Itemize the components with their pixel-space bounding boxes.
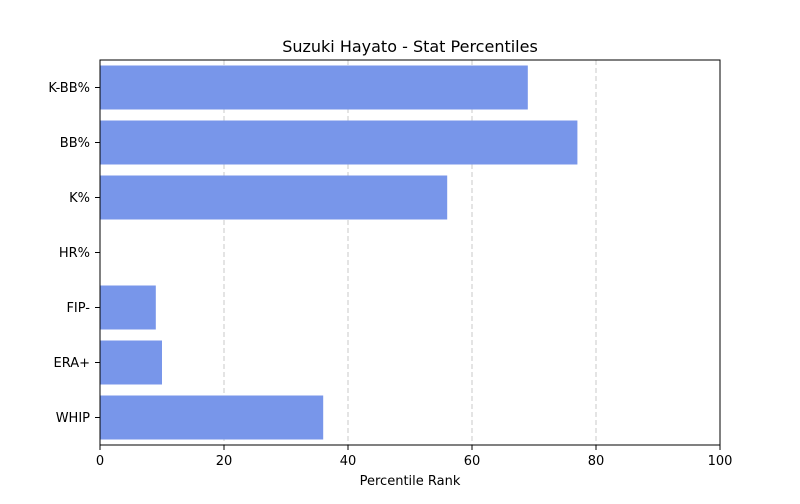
x-tick-label: 60 — [464, 454, 481, 469]
bar — [100, 175, 448, 220]
x-axis-ticks: 0 20 40 60 80 100 — [96, 445, 733, 469]
chart-title: Suzuki Hayato - Stat Percentiles — [282, 37, 538, 56]
x-tick-label: 100 — [708, 454, 733, 469]
x-tick-label: 0 — [96, 454, 104, 469]
y-axis-ticks: K-BB% BB% K% HR% FIP- ERA+ WHIP — [48, 81, 100, 426]
grid-lines — [99, 60, 721, 445]
y-tick-label: ERA+ — [53, 356, 90, 371]
bar — [100, 340, 162, 385]
x-axis-label: Percentile Rank — [360, 474, 461, 489]
x-tick-label: 20 — [216, 454, 233, 469]
bar — [100, 65, 528, 110]
y-tick-label: WHIP — [56, 411, 90, 426]
y-tick-label: K-BB% — [48, 81, 90, 96]
y-tick-label: BB% — [60, 136, 90, 151]
bars — [100, 65, 578, 440]
y-tick-label: HR% — [59, 246, 90, 261]
bar — [100, 285, 156, 330]
bar — [100, 395, 324, 440]
plot-frame — [99, 59, 721, 446]
x-tick-label: 80 — [588, 454, 605, 469]
x-tick-label: 40 — [340, 454, 357, 469]
y-tick-label: FIP- — [66, 301, 90, 316]
bar — [100, 120, 578, 165]
y-tick-label: K% — [69, 191, 90, 206]
